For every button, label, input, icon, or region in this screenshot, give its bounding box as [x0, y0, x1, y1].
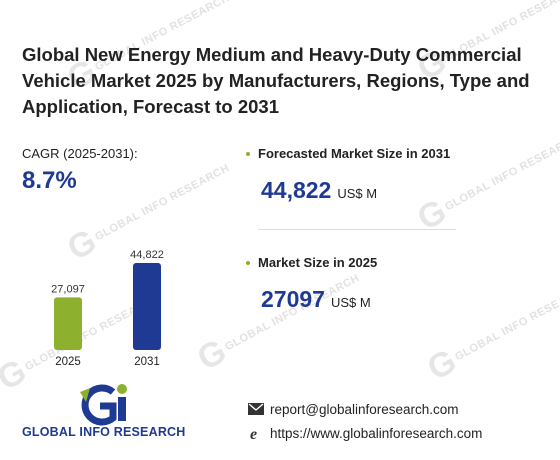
cagr-value: 8.7% — [22, 167, 77, 194]
bullet-icon — [246, 260, 250, 265]
cagr-label: CAGR (2025-2031): — [22, 146, 138, 161]
bar-value-label: 44,822 — [130, 249, 164, 261]
contact-email[interactable]: report@globalinforesearch.com — [248, 402, 459, 417]
svg-text:e: e — [250, 426, 257, 441]
email-link[interactable]: report@globalinforesearch.com — [270, 402, 459, 417]
current-stat: Market Size in 2025 27097 US$ M — [246, 255, 377, 313]
divider — [258, 229, 456, 230]
current-unit: US$ M — [330, 295, 371, 310]
envelope-icon — [248, 403, 264, 416]
contact-website[interactable]: e https://www.globalinforesearch.com — [248, 426, 483, 443]
logo-text: GLOBAL INFO RESEARCH — [22, 425, 186, 439]
forecast-label: Forecasted Market Size in 2031 — [258, 146, 451, 161]
browser-e-icon: e — [250, 426, 257, 443]
forecast-unit: US$ M — [337, 186, 378, 201]
bullet-icon — [246, 151, 250, 156]
bar-2025 — [54, 297, 82, 350]
bar-2031 — [133, 263, 161, 350]
page-title: Global New Energy Medium and Heavy-Duty … — [22, 44, 530, 117]
gi-logo-icon — [80, 384, 127, 426]
category-label: 2025 — [55, 356, 81, 368]
category-label: 2031 — [134, 356, 160, 368]
website-link[interactable]: https://www.globalinforesearch.com — [270, 426, 483, 441]
current-value: 27097 — [261, 286, 325, 312]
forecast-value: 44,822 — [261, 177, 332, 203]
bar-value-label: 27,097 — [51, 283, 85, 295]
current-label: Market Size in 2025 — [258, 255, 378, 270]
forecast-stat: Forecasted Market Size in 2031 44,822 US$… — [246, 146, 450, 204]
